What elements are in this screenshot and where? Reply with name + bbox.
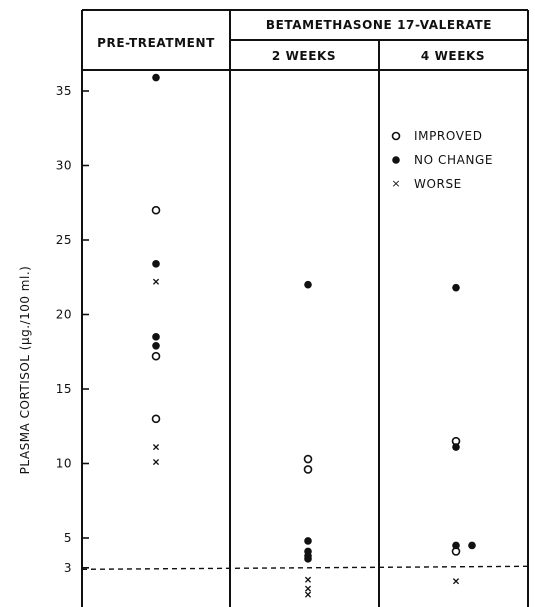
point-no-change <box>152 341 160 350</box>
point-no-change <box>152 73 160 82</box>
data-marks <box>151 73 476 598</box>
point-no-change <box>452 443 460 451</box>
point-improved <box>303 454 313 464</box>
point-no-change <box>468 541 476 550</box>
point-no-change <box>152 333 160 341</box>
point-no-change <box>452 283 460 292</box>
legend-label-improved: IMPROVED <box>414 129 483 143</box>
reference-line <box>81 565 529 570</box>
point-improved <box>151 205 161 215</box>
chart-frame <box>81 9 529 607</box>
y-tick-label: 3 <box>64 561 72 575</box>
point-improved <box>151 414 161 424</box>
header-2-weeks: 2 WEEKS <box>272 49 336 63</box>
header-4-weeks: 4 WEEKS <box>421 49 485 63</box>
point-worse <box>152 444 160 451</box>
legend-filled-circle-icon <box>392 156 400 164</box>
legend-open-circle-icon <box>391 131 401 141</box>
point-worse <box>452 578 460 585</box>
legend-cross-icon: × <box>391 177 400 190</box>
point-worse <box>152 278 160 285</box>
point-improved <box>151 351 161 361</box>
legend-label-worse: WORSE <box>414 177 462 191</box>
point-improved <box>303 465 313 474</box>
y-tick-label: 10 <box>56 457 72 471</box>
y-tick-label: 35 <box>56 84 72 98</box>
header-group-betamethasone: BETAMETHASONE 17-VALERATE <box>266 18 492 32</box>
point-no-change <box>304 280 312 289</box>
point-no-change <box>304 537 312 545</box>
reference-line-group <box>81 565 529 570</box>
point-worse <box>152 458 160 466</box>
legend: IMPROVED NO CHANGE × WORSE <box>391 129 493 191</box>
y-axis-label: PLASMA CORTISOL (μg./100 ml.) <box>18 266 32 475</box>
y-tick-label: 15 <box>56 382 72 396</box>
point-worse <box>304 591 312 598</box>
y-tick-label: 30 <box>56 159 72 173</box>
point-worse <box>304 585 312 592</box>
y-tick-label: 20 <box>56 308 72 322</box>
point-no-change <box>452 541 460 550</box>
point-no-change <box>152 260 160 268</box>
y-tick-label: 5 <box>64 531 72 545</box>
point-no-change <box>304 555 312 563</box>
legend-label-no-change: NO CHANGE <box>414 153 493 167</box>
point-worse <box>304 576 312 583</box>
y-tick-label: 25 <box>56 233 72 247</box>
header-pre-treatment: PRE-TREATMENT <box>97 36 215 50</box>
